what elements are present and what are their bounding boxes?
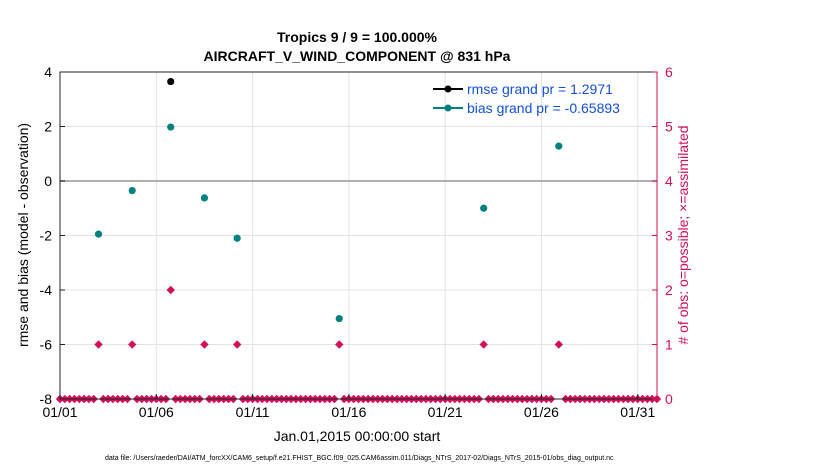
y-left-tick-label: -2 xyxy=(40,228,53,244)
y-right-tick-label: 2 xyxy=(665,282,673,298)
x-tick-label: 01/06 xyxy=(139,404,174,420)
y-left-tick-label: 0 xyxy=(44,173,52,189)
y-left-tick-label: -8 xyxy=(40,391,53,407)
obs-count-marker xyxy=(479,340,488,349)
bias-point xyxy=(167,123,175,131)
x-tick-label: 01/11 xyxy=(236,404,270,420)
x-tick-label: 01/31 xyxy=(620,404,655,420)
bias-point xyxy=(233,234,241,242)
obs-count-marker xyxy=(166,285,175,295)
y-right-tick-label: 3 xyxy=(665,228,673,244)
bias-point xyxy=(555,142,563,150)
obs-count-marker xyxy=(554,340,563,349)
bias-point xyxy=(480,204,488,212)
y-left-tick-label: 2 xyxy=(44,119,52,135)
legend-rmse-label: rmse grand pr = 1.2971 xyxy=(467,81,613,97)
obs-count-marker xyxy=(200,340,209,349)
x-tick-label: 01/01 xyxy=(42,404,77,420)
y-right-tick-label: 5 xyxy=(665,119,673,135)
y-left-tick-label: -6 xyxy=(40,337,53,353)
y-left-tick-label: -4 xyxy=(40,282,53,298)
x-tick-label: 01/26 xyxy=(524,404,559,420)
bias-point xyxy=(335,315,343,323)
data-file-footer: data file: /Users/raeder/DAI/ATM_forcXX/… xyxy=(105,455,614,462)
axis-ticks: 01/01 01/06 01/11 01/16 01/21 01/26 01/31 -8 -6 -… xyxy=(40,64,673,420)
obs-count-marker xyxy=(335,340,344,349)
obs-count-marker xyxy=(128,340,137,349)
y-right-tick-label: 4 xyxy=(665,173,673,189)
legend: rmse grand pr = 1.2971 bias grand pr = -… xyxy=(433,81,620,116)
rmse-point xyxy=(167,77,175,86)
y-axis-label-left: rmse and bias (model - observation) xyxy=(15,123,31,347)
legend-rmse-marker xyxy=(444,85,452,93)
x-tick-label: 01/21 xyxy=(428,404,463,420)
y-right-tick-label: 6 xyxy=(665,64,673,80)
x-tick-label: 01/16 xyxy=(331,404,366,420)
bias-point xyxy=(200,194,209,202)
legend-bias-label: bias grand pr = -0.65893 xyxy=(467,100,620,116)
chart-title-line-1: Tropics 9 / 9 = 100.000% xyxy=(277,29,437,45)
bias-point xyxy=(128,186,136,195)
y-axis-label-right: # of obs: o=possible; ×=assimilated xyxy=(675,125,691,344)
legend-bias-marker xyxy=(444,104,452,112)
bias-point xyxy=(94,230,103,238)
y-left-tick-label: 4 xyxy=(44,64,52,80)
y-right-tick-label: 0 xyxy=(665,391,673,407)
y-right-tick-label: 1 xyxy=(665,337,673,353)
x-axis-label: Jan.01,2015 00:00:00 start xyxy=(274,428,441,444)
obs-count-marker xyxy=(232,340,242,349)
chart-title-line-2: AIRCRAFT_V_WIND_COMPONENT @ 831 hPa xyxy=(204,48,511,64)
obs-count-marker xyxy=(94,340,103,349)
